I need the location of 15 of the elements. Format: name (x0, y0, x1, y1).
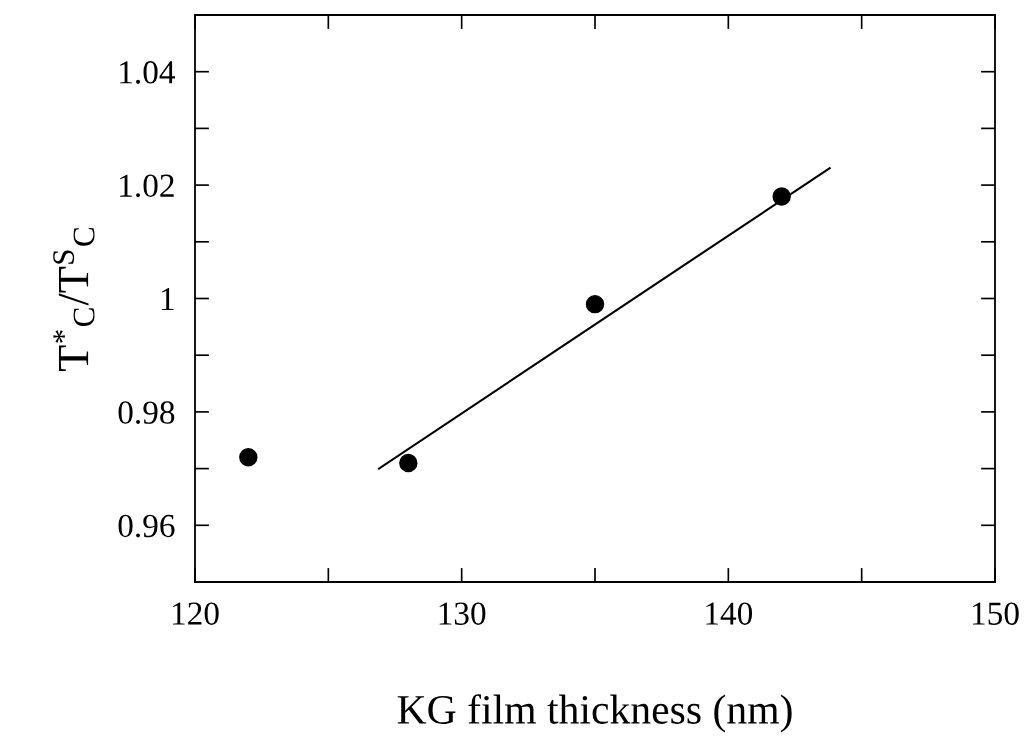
y-tick-label: 1.04 (120, 61, 176, 84)
y-tick-label: 1.02 (120, 174, 174, 198)
y-tick-label: 0.98 (118, 401, 175, 424)
x-tick-label: 140 (706, 602, 753, 625)
point (399, 453, 418, 473)
y-axis-title: T$^{*}$$_{C}$/T$^{S}$$_{C}$ (53, 228, 95, 372)
x-axis-title: KG film thickness (nm) (397, 694, 792, 733)
point (585, 294, 605, 314)
x-tick-label: 130 (439, 602, 486, 625)
x-tick-label: 150 (972, 602, 1019, 625)
y-tick-label: 0.96 (118, 514, 175, 538)
point (772, 187, 791, 206)
point (239, 448, 258, 467)
x-tick-label: 120 (172, 602, 219, 625)
y-tick-label: 1 (161, 288, 174, 311)
